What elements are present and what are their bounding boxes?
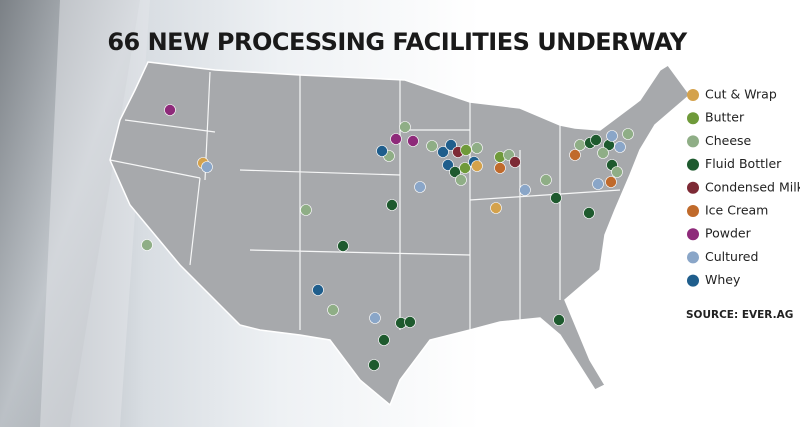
facility-dot <box>164 104 176 116</box>
facility-dot <box>378 334 390 346</box>
facility-dots <box>141 104 634 371</box>
legend-label: Fluid Bottler <box>705 156 782 171</box>
facility-dot <box>414 181 426 193</box>
facility-dot <box>386 199 398 211</box>
source: SOURCE: EVER.AG <box>686 309 793 321</box>
legend-label: Ice Cream <box>705 203 768 218</box>
tank-highlight <box>40 0 150 427</box>
facility-dot <box>445 139 457 151</box>
legend-label: Powder <box>705 226 752 241</box>
legend-label: Cheese <box>705 133 752 148</box>
facility-dot <box>455 174 467 186</box>
facility-dot <box>583 207 595 219</box>
facility-dot <box>327 304 339 316</box>
facility-dot <box>369 312 381 324</box>
facility-dot <box>590 134 602 146</box>
facility-dot <box>449 166 461 178</box>
facility-dot <box>407 135 419 147</box>
legend: Cut & Wrap Butter Cheese Fluid Bottler Conde… <box>687 87 800 287</box>
facility-dot <box>460 144 472 156</box>
facility-dot <box>550 192 562 204</box>
facility-dot <box>606 130 618 142</box>
legend-swatch <box>687 205 699 217</box>
facility-dot <box>471 160 483 172</box>
facility-dot <box>337 240 349 252</box>
facility-dot <box>553 314 565 326</box>
facility-dot <box>509 156 521 168</box>
facility-dot <box>404 316 416 328</box>
facility-dot <box>426 140 438 152</box>
facility-dot <box>490 202 502 214</box>
facility-dot <box>141 239 153 251</box>
facility-dot <box>368 359 380 371</box>
legend-label: Condensed Milk <box>705 179 800 194</box>
facility-dot <box>201 161 213 173</box>
facility-dot <box>376 145 388 157</box>
legend-label: Butter <box>705 110 745 125</box>
facility-dot <box>592 178 604 190</box>
facility-dot <box>442 159 454 171</box>
legend-swatch <box>687 251 699 264</box>
title: 66 NEW PROCESSING FACILITIES UNDERWAY <box>107 28 687 56</box>
facility-dot <box>622 128 634 140</box>
facility-dot <box>540 174 552 186</box>
facility-dot <box>312 284 324 296</box>
facility-dot <box>605 176 617 188</box>
facility-dot <box>459 162 471 174</box>
facility-dot <box>300 204 312 216</box>
legend-swatch <box>687 135 699 148</box>
facility-dot <box>611 166 623 178</box>
legend-label: Whey <box>705 272 741 287</box>
legend-swatch <box>687 181 699 194</box>
facility-dot <box>471 142 483 154</box>
facility-dot <box>519 184 531 196</box>
legend-label: Cut & Wrap <box>705 87 777 102</box>
facility-dot <box>574 139 586 151</box>
legend-swatch <box>687 228 699 241</box>
legend-swatch <box>687 274 699 287</box>
state-lines <box>109 71 621 330</box>
legend-swatch <box>687 112 699 125</box>
facility-dot <box>569 149 581 161</box>
facility-dot <box>399 121 411 133</box>
facility-dot <box>494 162 506 174</box>
facility-dot <box>390 133 402 145</box>
legend-swatch <box>687 89 699 101</box>
facility-dot <box>437 146 449 158</box>
facility-dot <box>614 141 626 153</box>
legend-swatch <box>687 158 699 171</box>
facility-dot <box>597 147 609 159</box>
legend-label: Cultured <box>705 249 758 264</box>
